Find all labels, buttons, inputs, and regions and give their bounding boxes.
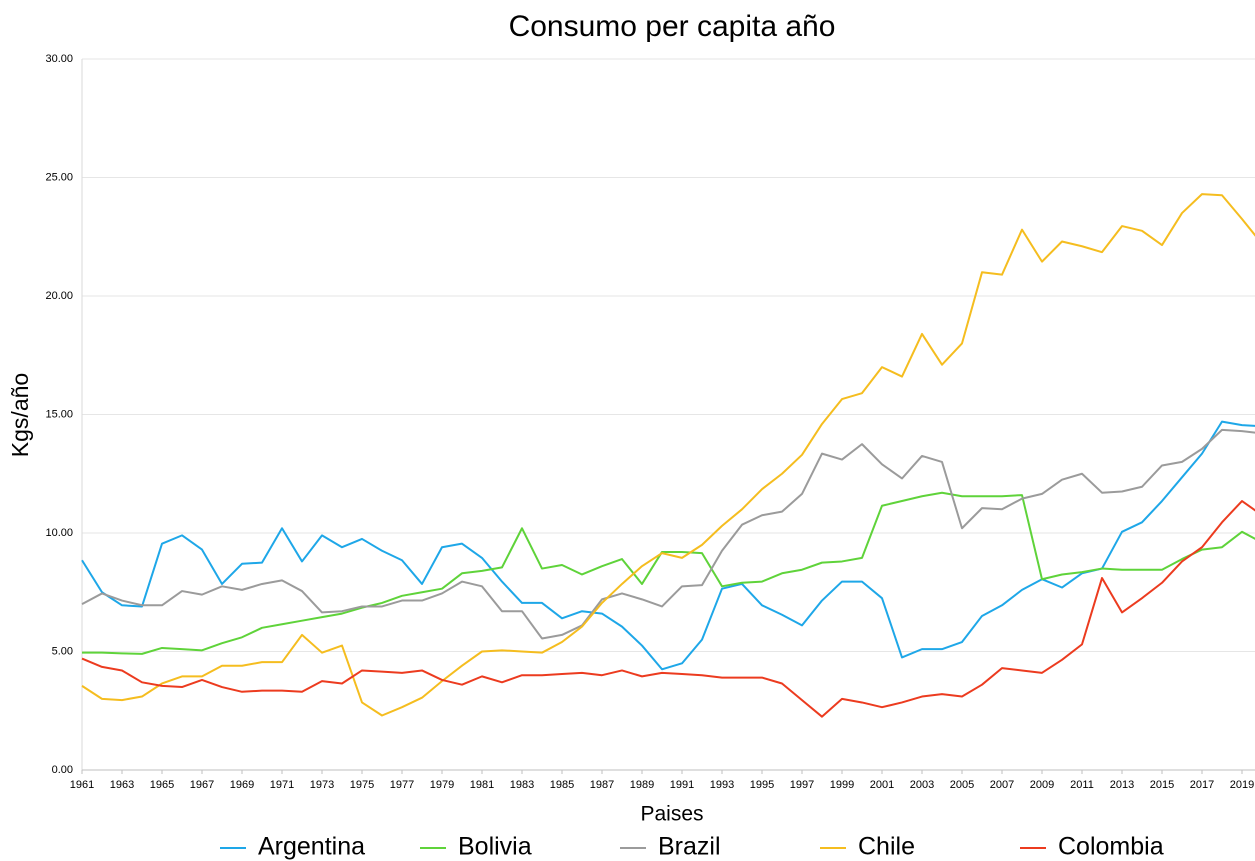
x-tick-label: 2015 <box>1150 779 1174 791</box>
x-tick-label: 2003 <box>910 779 934 791</box>
x-tick-label: 2013 <box>1110 779 1134 791</box>
x-axis-label: Paises <box>640 803 703 826</box>
chart-title: Consumo per capita año <box>509 10 836 43</box>
x-tick-label: 2019 <box>1230 779 1254 791</box>
x-tick-label: 1985 <box>550 779 574 791</box>
legend-label: Bolivia <box>458 833 532 861</box>
legend-label: Chile <box>858 833 915 861</box>
x-tick-label: 1987 <box>590 779 614 791</box>
x-tick-label: 1969 <box>230 779 254 791</box>
series-line <box>81 193 1255 717</box>
x-tick-label: 1973 <box>310 779 334 791</box>
x-tick-label: 2017 <box>1190 779 1214 791</box>
x-tick-label: 2009 <box>1030 779 1054 791</box>
x-tick-label: 1979 <box>430 779 454 791</box>
x-tick-label: 1971 <box>270 779 294 791</box>
series-line <box>82 491 1255 655</box>
series-line <box>81 428 1255 640</box>
y-tick-label: 20.00 <box>45 290 73 302</box>
x-tick-label: 1995 <box>750 779 774 791</box>
legend-label: Argentina <box>258 833 365 861</box>
y-tick-label: 30.00 <box>45 53 73 65</box>
x-tick-label: 2007 <box>990 779 1014 791</box>
x-tick-label: 1961 <box>70 779 94 791</box>
x-tick-label: 1981 <box>470 779 494 791</box>
series-line <box>81 420 1255 671</box>
x-tick-label: 1989 <box>630 779 654 791</box>
y-tick-label: 0.00 <box>52 764 73 776</box>
x-tick-label: 1991 <box>670 779 694 791</box>
x-tick-label: 1975 <box>350 779 374 791</box>
x-tick-label: 1963 <box>110 779 134 791</box>
x-tick-label: 1993 <box>710 779 734 791</box>
x-tick-label: 1999 <box>830 779 854 791</box>
y-tick-label: 15.00 <box>45 408 73 420</box>
x-tick-label: 1977 <box>390 779 414 791</box>
x-tick-label: 1997 <box>790 779 814 791</box>
legend-label: Colombia <box>1058 833 1164 861</box>
y-tick-label: 5.00 <box>52 645 73 657</box>
x-tick-label: 1983 <box>510 779 534 791</box>
y-tick-label: 10.00 <box>45 527 73 539</box>
x-tick-label: 2011 <box>1070 779 1094 791</box>
x-tick-label: 2001 <box>870 779 894 791</box>
x-tick-label: 1965 <box>150 779 174 791</box>
y-tick-label: 25.00 <box>45 171 73 183</box>
legend-label: Brazil <box>658 833 721 861</box>
series-line <box>81 500 1255 718</box>
x-tick-label: 1967 <box>190 779 214 791</box>
x-tick-label: 2005 <box>950 779 974 791</box>
y-axis-label: Kgs/año <box>7 373 33 457</box>
